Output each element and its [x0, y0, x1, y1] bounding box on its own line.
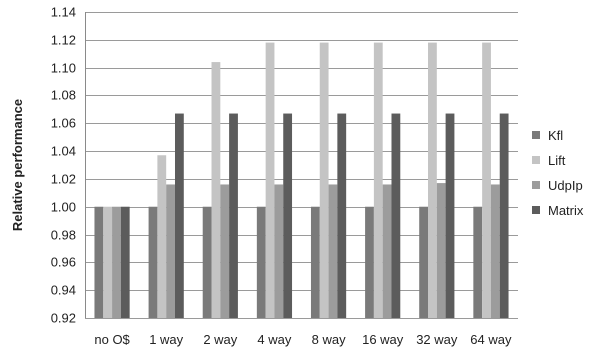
- y-tick-label: 0.96: [51, 255, 76, 270]
- bar-lift: [103, 206, 113, 318]
- x-tick-label: 64 way: [470, 332, 512, 347]
- y-tick-label: 1.02: [51, 172, 76, 187]
- bar-lift: [265, 42, 275, 318]
- bar-matrix: [174, 113, 184, 318]
- legend-label-udpip: UdpIp: [548, 178, 583, 193]
- bar-udpip: [166, 184, 175, 318]
- bar-kfl: [365, 206, 374, 318]
- x-tick-label: 8 way: [312, 332, 346, 347]
- legend-swatch-kfl: [532, 131, 540, 139]
- y-tick-label: 1.10: [51, 61, 76, 76]
- legend-swatch-lift: [532, 156, 540, 164]
- x-tick-label: 2 way: [203, 332, 237, 347]
- bar-lift: [482, 42, 491, 318]
- bar-matrix: [229, 113, 238, 318]
- legend-label-matrix: Matrix: [548, 203, 584, 218]
- y-tick-label: 1.12: [51, 33, 76, 48]
- bar-lift: [211, 62, 221, 318]
- bar-udpip: [490, 184, 500, 318]
- y-tick-label: 1.08: [51, 88, 76, 103]
- y-tick-label: 1.00: [51, 200, 76, 215]
- bar-kfl: [256, 206, 266, 318]
- y-tick-label: 0.92: [51, 311, 76, 326]
- bar-lift: [373, 42, 383, 318]
- bar-kfl: [94, 206, 104, 318]
- bar-matrix: [391, 113, 401, 318]
- bar-matrix: [120, 206, 130, 318]
- x-tick-label: 4 way: [257, 332, 291, 347]
- legend: Kfl Lift UdpIp Matrix: [532, 128, 584, 218]
- bar-kfl: [310, 206, 320, 318]
- bar-udpip: [220, 184, 230, 318]
- bar-kfl: [202, 206, 212, 318]
- bar-udpip: [274, 184, 284, 318]
- legend-label-kfl: Kfl: [548, 128, 563, 143]
- bar-lift: [428, 42, 437, 318]
- bar-kfl: [148, 206, 158, 318]
- bar-matrix: [499, 113, 509, 318]
- bar-lift: [157, 155, 167, 318]
- y-tick-label: 0.94: [51, 283, 76, 298]
- y-tick-label: 1.14: [51, 5, 76, 20]
- x-tick-labels: no O$ 1 way 2 way 4 way 8 way 16 way 32 way 64 …: [94, 332, 512, 347]
- legend-swatch-matrix: [532, 206, 540, 214]
- y-tick-label: 0.98: [51, 228, 76, 243]
- bar-lift: [319, 42, 329, 318]
- x-tick-label: 1 way: [149, 332, 183, 347]
- x-tick-label: 16 way: [362, 332, 404, 347]
- bar-udpip: [112, 206, 121, 318]
- bar-udpip: [436, 183, 446, 318]
- x-tick-label: no O$: [94, 332, 130, 347]
- bar-udpip: [328, 184, 338, 318]
- bar-matrix: [445, 113, 455, 318]
- bar-matrix: [283, 113, 293, 318]
- bar-udpip: [382, 184, 392, 318]
- bar-matrix: [337, 113, 347, 318]
- y-tick-label: 1.04: [51, 144, 76, 159]
- legend-label-lift: Lift: [548, 153, 566, 168]
- y-tick-label: 1.06: [51, 116, 76, 131]
- y-tick-labels: 0.92 0.94 0.96 0.98 1.00 1.02 1.04 1.06 1.08 1.10…: [51, 5, 76, 326]
- x-tick-label: 32 way: [416, 332, 458, 347]
- bars: [94, 42, 509, 318]
- y-axis-label: Relative performance: [10, 99, 25, 231]
- legend-swatch-udpip: [532, 181, 540, 189]
- bar-kfl: [473, 206, 483, 318]
- bar-kfl: [419, 206, 429, 318]
